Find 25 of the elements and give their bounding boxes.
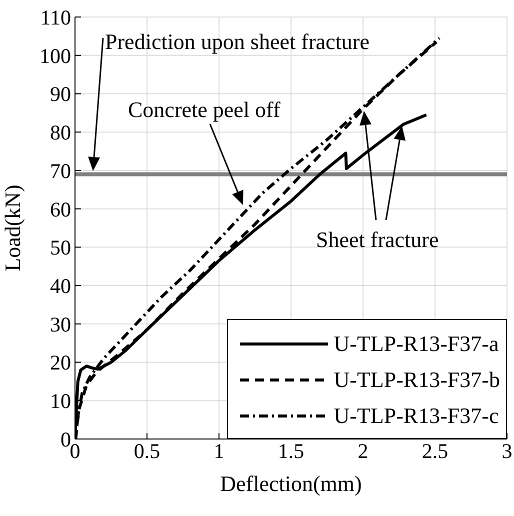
x-tick-label: 3	[502, 438, 512, 463]
y-tick-label: 90	[50, 82, 71, 106]
legend-label: U-TLP-R13-F37-c	[334, 403, 499, 429]
y-axis-title: Load(kN)	[0, 184, 25, 272]
y-tick-label: 40	[50, 274, 71, 298]
y-tick-label: 80	[50, 120, 71, 145]
y-tick-label: 100	[40, 44, 71, 68]
y-tick-label: 70	[50, 158, 71, 183]
x-tick-label: 1	[214, 438, 224, 463]
y-tick-label: 110	[40, 5, 71, 30]
x-tick-label: 1.5	[278, 438, 304, 463]
y-tick-label: 10	[50, 389, 71, 414]
y-tick-label: 50	[50, 236, 71, 260]
legend-label: U-TLP-R13-F37-b	[334, 367, 500, 393]
y-tick-label: 30	[50, 312, 71, 336]
annotation: Sheet fracture	[316, 227, 439, 252]
y-tick-label: 60	[50, 197, 71, 222]
annotation: Concrete peel off	[128, 97, 281, 122]
x-tick-label: 0.5	[134, 438, 160, 463]
x-tick-label: 2.5	[422, 438, 448, 463]
annotation: Prediction upon sheet fracture	[105, 29, 370, 54]
y-tick-label: 20	[50, 350, 71, 375]
x-tick-label: 2	[358, 438, 368, 463]
x-axis-title: Deflection(mm)	[220, 471, 362, 496]
legend-label: U-TLP-R13-F37-a	[334, 331, 499, 357]
